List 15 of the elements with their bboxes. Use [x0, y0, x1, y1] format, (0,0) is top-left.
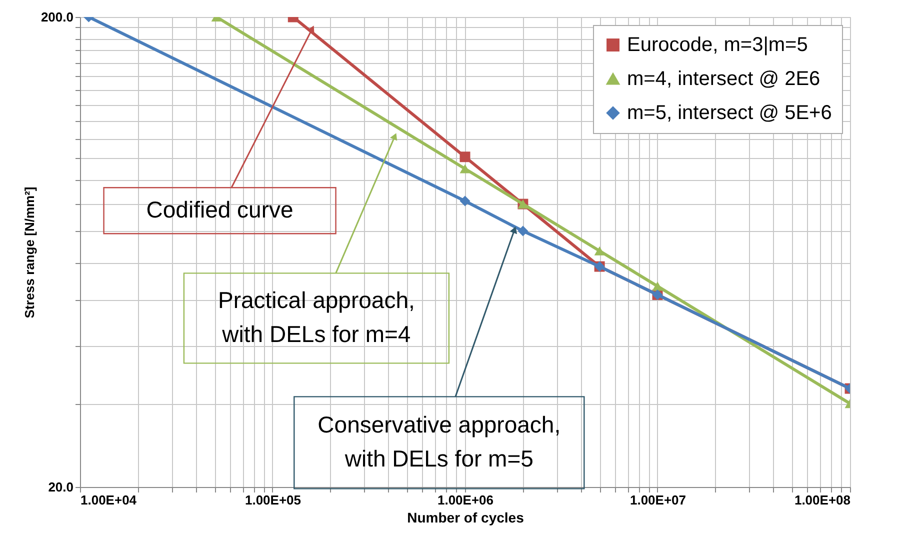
- y-axis-title: Stress range [N/mm²]: [22, 186, 37, 318]
- x-tick-label: 1.00E+05: [244, 492, 302, 508]
- legend-label: m=5, intersect @ 5E+6: [627, 102, 832, 124]
- x-tick-label: 1.00E+04: [80, 492, 138, 508]
- legend-label: Eurocode, m=3|m=5: [627, 34, 808, 56]
- x-tick-label: 1.00E+08: [794, 492, 850, 508]
- x-axis-title: Number of cycles: [407, 510, 524, 526]
- x-tick-label: 1.00E+07: [630, 492, 686, 508]
- annotation: Codified curve: [146, 196, 294, 223]
- x-tick-label: 1.00E+06: [437, 492, 494, 508]
- annotation: Conservative approach, with DELs for m=5: [318, 412, 561, 472]
- y-tick-label: 20.0: [48, 480, 74, 494]
- annotation: Practical approach, with DELs for m=4: [218, 287, 415, 348]
- legend-label: m=4, intersect @ 2E6: [627, 68, 820, 90]
- y-tick-label: 200.0: [40, 10, 74, 24]
